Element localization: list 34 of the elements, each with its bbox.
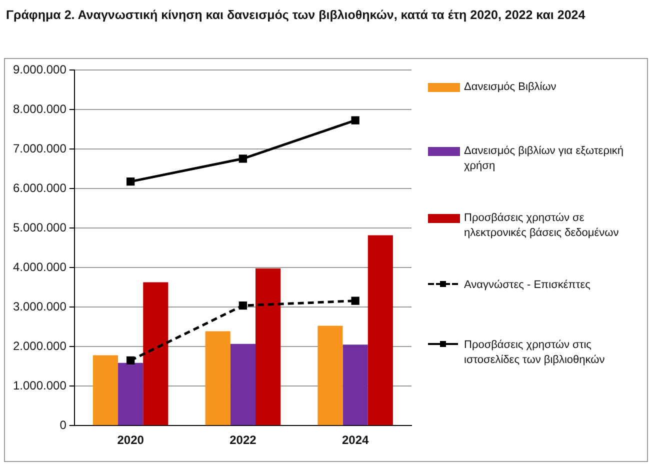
point bbox=[351, 116, 360, 124]
x-tick-label: 2020 bbox=[117, 433, 144, 448]
y-tick-label: 6.000.000 bbox=[12, 180, 67, 195]
y-tick-label: 1.000.000 bbox=[12, 378, 67, 392]
legend-label: Προσβάσεις χρηστών σε ηλεκτρονικές βάσεις δεδομένων bbox=[464, 211, 620, 241]
bar bbox=[255, 268, 281, 426]
legend-label: Αναγνώστες - Επισκέπτες bbox=[464, 278, 590, 293]
bar bbox=[118, 362, 144, 426]
y-tick-label: 3.000.000 bbox=[12, 299, 67, 314]
bar bbox=[368, 235, 393, 426]
y-tick-label: 9.000.000 bbox=[12, 62, 67, 77]
bar bbox=[318, 326, 343, 426]
y-tick-label: 5.000.000 bbox=[12, 220, 67, 234]
point bbox=[238, 301, 248, 310]
point bbox=[126, 356, 135, 365]
chart-title: Γράφημα 2. Αναγνωστική κίνηση και δανεισμός των βιβλιοθηκών, κατά τα έτη 2020, 2022 και 2024 bbox=[6, 8, 586, 22]
point bbox=[126, 177, 135, 186]
y-tick-label: 0 bbox=[60, 418, 67, 432]
y-tick-label: 4.000.000 bbox=[12, 260, 67, 274]
bar bbox=[143, 282, 168, 426]
point bbox=[238, 154, 248, 163]
y-tick-label: 8.000.000 bbox=[12, 102, 67, 116]
bar bbox=[205, 331, 230, 426]
bar bbox=[342, 344, 368, 426]
x-tick-label: 2022 bbox=[230, 433, 257, 448]
legend-label: Δανεισμός Βιβλίων bbox=[464, 80, 556, 95]
y-tick-label: 2.000.000 bbox=[12, 338, 67, 353]
y-tick-label: 7.000.000 bbox=[12, 141, 67, 156]
bar bbox=[230, 344, 256, 426]
bar bbox=[92, 355, 118, 426]
legend-label: Δανεισμός βιβλίων για εξωτερική χρήση bbox=[464, 144, 625, 174]
x-tick-label: 2024 bbox=[342, 433, 369, 448]
point bbox=[351, 296, 360, 305]
legend-label: Προσβάσεις χρηστών στις ιστοσελίδες των βιβλιοθηκών bbox=[464, 338, 606, 368]
